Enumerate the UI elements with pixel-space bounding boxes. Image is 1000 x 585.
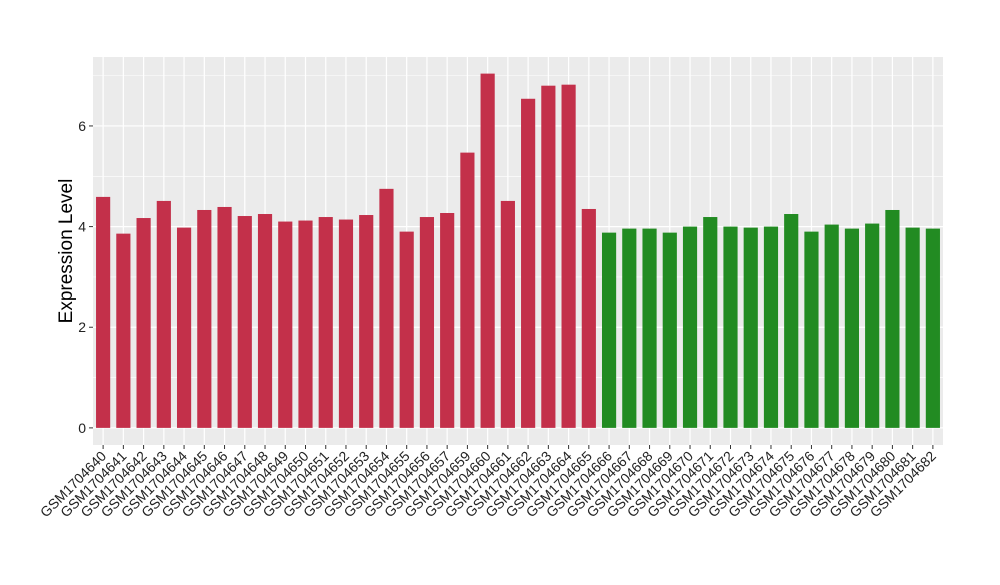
bar-GSM1704665 [581,208,596,428]
bar-GSM1704657 [440,213,455,428]
bar-GSM1704678 [844,228,860,428]
y-axis: 0 2 4 6 [78,118,93,436]
bar-GSM1704642 [136,218,151,428]
bar-GSM1704670 [682,226,698,428]
y-axis-label: Expression Level [56,179,77,324]
bar-GSM1704649 [278,221,293,428]
bar-GSM1704673 [743,227,758,428]
plot-panel [93,57,943,445]
y-tick-label: 6 [78,118,86,134]
bar-GSM1704652 [338,219,354,428]
bars [96,73,940,428]
bar-GSM1704672 [723,226,738,428]
bar-GSM1704674 [763,226,779,428]
bar-GSM1704677 [824,224,839,428]
y-tick-label: 2 [78,319,86,335]
bar-GSM1704659 [460,152,475,428]
bar-GSM1704668 [642,228,657,428]
bar-GSM1704656 [419,217,435,428]
bar-GSM1704655 [399,231,414,428]
bar-GSM1704663 [541,85,556,428]
bar-GSM1704651 [318,217,333,428]
bar-GSM1704647 [237,216,252,428]
bar-GSM1704653 [359,215,374,428]
bar-GSM1704679 [865,223,880,428]
bar-GSM1704682 [925,228,940,428]
bar-GSM1704643 [156,200,171,428]
bar-GSM1704648 [257,214,273,428]
bar-GSM1704654 [379,188,394,428]
bar-GSM1704660 [480,73,495,428]
bar-GSM1704640 [96,196,111,428]
bar-GSM1704662 [521,98,536,428]
bar-GSM1704646 [217,206,232,428]
bar-GSM1704644 [176,227,192,428]
bar-GSM1704667 [622,228,637,428]
bar-GSM1704669 [662,232,677,428]
y-tick-label: 0 [78,420,86,436]
y-tick-label: 4 [78,219,86,235]
bar-GSM1704680 [885,209,900,428]
bar-GSM1704645 [197,209,212,428]
bar-GSM1704650 [298,220,313,428]
bar-GSM1704641 [116,233,131,428]
bar-GSM1704675 [784,214,799,428]
bar-GSM1704666 [601,232,617,428]
bar-GSM1704681 [905,227,920,428]
bar-GSM1704676 [804,231,819,428]
bar-GSM1704661 [500,200,515,428]
bar-GSM1704671 [703,217,718,428]
x-axis: GSM1704640GSM1704641GSM1704642GSM1704643… [37,445,939,520]
bar-GSM1704664 [561,84,576,428]
